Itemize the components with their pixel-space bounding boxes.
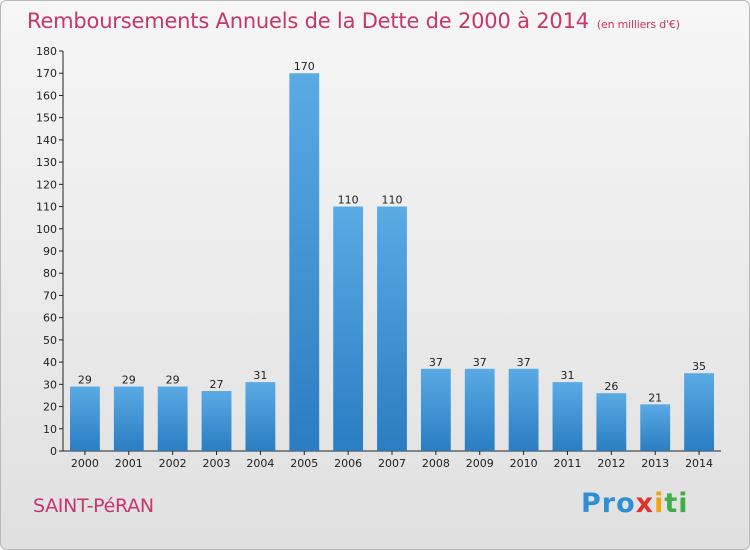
x-tick-label: 2012 — [597, 457, 625, 470]
bar[interactable] — [420, 368, 451, 451]
y-tick-label: 40 — [43, 356, 57, 369]
chart-unit: (en milliers d'€) — [596, 18, 680, 31]
commune-name: SAINT-PéRAN — [33, 495, 154, 517]
bar[interactable] — [640, 404, 671, 451]
bar[interactable] — [684, 373, 714, 451]
x-tick-label: 2002 — [159, 457, 187, 470]
x-tick-label: 2010 — [510, 457, 538, 470]
bar-value-label: 29 — [122, 374, 136, 387]
y-tick-label: 140 — [36, 134, 57, 147]
y-tick-label: 170 — [36, 67, 57, 80]
chart-axes: 0 10 20 30 40 50 60 70 80 90 100 110 120 130 140 150 160… — [36, 45, 721, 470]
bar-value-label: 26 — [604, 380, 618, 393]
bar[interactable] — [289, 73, 320, 451]
bar-value-label: 170 — [294, 60, 315, 73]
bar-value-label: 31 — [560, 369, 574, 382]
chart-title: Remboursements Annuels de la Dette de 20… — [27, 9, 680, 33]
y-tick-label: 60 — [43, 312, 57, 325]
bar[interactable] — [113, 386, 144, 451]
y-tick-label: 10 — [43, 423, 57, 436]
chart-bars: 29 29 29 27 31 170 110 110 37 37 37 31 26 21 35 — [70, 60, 714, 451]
y-tick-label: 70 — [43, 289, 57, 302]
x-tick-label: 2013 — [641, 457, 669, 470]
bar-value-label: 110 — [338, 194, 359, 207]
bar[interactable] — [245, 382, 276, 451]
y-tick-label: 30 — [43, 378, 57, 391]
y-tick-label: 90 — [43, 245, 57, 258]
bar[interactable] — [508, 368, 539, 451]
bar[interactable] — [157, 386, 188, 451]
x-tick-label: 2014 — [685, 457, 713, 470]
y-tick-label: 120 — [36, 178, 57, 191]
y-tick-label: 80 — [43, 267, 57, 280]
y-tick-label: 20 — [43, 401, 57, 414]
y-tick-label: 50 — [43, 334, 57, 347]
bar-value-label: 29 — [78, 374, 92, 387]
bar[interactable] — [333, 206, 364, 451]
bar[interactable] — [596, 393, 627, 451]
y-tick-label: 150 — [36, 112, 57, 125]
proxiti-logo[interactable]: Proxiti — [581, 488, 689, 519]
bar-value-label: 35 — [692, 360, 706, 373]
x-tick-label: 2003 — [203, 457, 231, 470]
bar[interactable] — [552, 382, 583, 451]
bar[interactable] — [464, 368, 495, 451]
y-tick-label: 0 — [50, 445, 57, 458]
bar[interactable] — [70, 386, 100, 451]
x-tick-label: 2001 — [115, 457, 143, 470]
x-tick-label: 2005 — [290, 457, 318, 470]
y-tick-label: 100 — [36, 223, 57, 236]
y-tick-label: 110 — [36, 201, 57, 214]
bar-value-label: 110 — [382, 194, 403, 207]
bar-value-label: 27 — [210, 378, 224, 391]
bar[interactable] — [377, 206, 407, 451]
bar-value-label: 37 — [429, 356, 443, 369]
bar[interactable] — [201, 391, 232, 451]
bar-value-label: 37 — [473, 356, 487, 369]
logo-part-4: ti — [664, 488, 689, 519]
logo-part-3: i — [654, 488, 665, 519]
x-tick-label: 2009 — [466, 457, 494, 470]
logo-part-2: x — [635, 488, 655, 519]
x-tick-label: 2004 — [246, 457, 274, 470]
bar-value-label: 21 — [648, 391, 662, 404]
y-tick-label: 130 — [36, 156, 57, 169]
bar-value-label: 29 — [166, 374, 180, 387]
logo-part-1: Pro — [581, 488, 636, 519]
x-tick-label: 2008 — [422, 457, 450, 470]
y-tick-label: 160 — [36, 89, 57, 102]
x-tick-label: 2011 — [553, 457, 581, 470]
x-tick-label: 2006 — [334, 457, 362, 470]
bar-value-label: 31 — [253, 369, 267, 382]
x-tick-label: 2007 — [378, 457, 406, 470]
bar-value-label: 37 — [517, 356, 531, 369]
chart-title-text: Remboursements Annuels de la Dette de 20… — [27, 9, 589, 33]
x-tick-label: 2000 — [71, 457, 99, 470]
y-tick-label: 180 — [36, 45, 57, 58]
